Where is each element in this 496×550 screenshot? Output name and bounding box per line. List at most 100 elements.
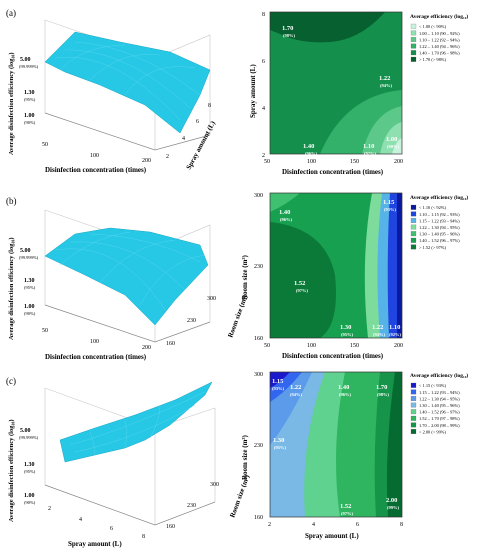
legend-title-b: Average efficiency (log₁₀)	[410, 194, 468, 201]
contour-annotation-pct-a-0: (98%)	[283, 33, 295, 38]
z-tick-note-b-0: (99.999%)	[19, 255, 39, 260]
contour-annotation-c-6: 2.00	[386, 497, 397, 504]
legend-label: 1.40 – 1.70 (96 – 98%)	[419, 51, 460, 56]
legend-label: 1.15 – 1.22 (93 – 94%)	[419, 390, 460, 395]
x-tick-b-2: 200	[142, 345, 151, 351]
legend-swatch	[410, 237, 417, 243]
contour-band-a-4	[392, 138, 402, 154]
contour-annotation-b-0: 1.40	[279, 209, 290, 216]
legend-label: 1.40 – 1.52 (96 – 97%)	[419, 410, 460, 415]
contour-band-b-3	[270, 193, 300, 212]
contour-x-tick-a-2: 150	[350, 159, 359, 165]
legend-label: 1.22 – 1.30 (94 – 95%)	[419, 396, 460, 401]
contour-y-tick-c-2: 300	[254, 372, 263, 378]
contour-annotation-pct-b-2: (97%)	[296, 288, 308, 293]
x-tick-c-3: 8	[142, 534, 145, 540]
surface-plot-b: 5.00 (99.999%) 1.30 (95%) 1.00 (90%) Ave…	[8, 209, 249, 361]
contour-x-tick-c-3: 8	[400, 522, 403, 528]
z-tick-c-1: 1.30	[24, 462, 35, 468]
legend-swatch	[410, 231, 417, 237]
contour-x-tick-c-1: 4	[312, 522, 315, 528]
box-floor-c	[44, 484, 216, 526]
legend-label: 1.30 – 1.40 (95 – 96%)	[419, 403, 460, 408]
plot-frame-c	[269, 371, 403, 518]
contour-y-label-a: Spray amount (L)	[249, 64, 257, 118]
contour-annotation-b-3: 1.30	[340, 324, 351, 331]
legend-swatch	[410, 415, 417, 421]
legend-label: 1.30 – 1.40 (95 – 96%)	[419, 232, 460, 237]
contour-y-tick-c-0: 160	[254, 515, 263, 521]
z-tick-c-2: 1.00	[24, 493, 35, 499]
x-tick-c-2: 6	[110, 526, 113, 532]
contour-annotation-pct-a-2: (96%)	[305, 151, 317, 156]
contour-annotation-pct-c-0: (93%)	[272, 386, 284, 391]
z-tick-note-b-2: (90%)	[24, 311, 36, 316]
legend-swatch	[410, 382, 417, 388]
contour-y-label-b: Room size (m³)	[241, 254, 249, 300]
x-axis-label-b: Disinfection concentration (times)	[45, 353, 147, 361]
legend-label: < 1.15 (< 93%)	[419, 383, 446, 388]
legend-swatch	[410, 50, 417, 56]
z-tick-note-a-0: (99.999%)	[19, 64, 39, 69]
z-axis-label-b: Average disinfection efficiency (log₁₀)	[8, 237, 15, 340]
contour-annotation-pct-c-6: (99%)	[387, 505, 399, 510]
contour-annotation-pct-c-4: (95%)	[274, 445, 286, 450]
legend-swatch	[410, 409, 417, 415]
legend-label: 1.22 – 1.40 (94 – 96%)	[419, 44, 460, 49]
y-tick-a-0: 2	[166, 154, 169, 160]
plot-frame-b	[269, 192, 403, 339]
z-tick-note-a-2: (90%)	[24, 120, 36, 125]
z-axis-label-a: Average disinfection efficiency (log₁₀)	[8, 52, 15, 155]
legend-swatch	[410, 429, 417, 434]
y-tick-c-1: 230	[187, 503, 196, 509]
legend-label: > 1.52 (> 97%)	[419, 245, 446, 250]
legend-b: < 1.10 (< 92%) 1.10 – 1.15 (92 – 93%)1.15…	[410, 204, 460, 250]
surface-c	[59, 381, 213, 463]
legend-swatch	[410, 244, 417, 250]
surface-b	[44, 227, 209, 326]
legend-label: 1.10 – 1.15 (92 – 93%)	[419, 212, 460, 217]
contour-x-tick-a-3: 200	[394, 159, 403, 165]
legend-a: < 1.00 (< 90%) 1.00 – 1.10 (90 – 92%)1.10…	[410, 23, 460, 62]
contour-x-tick-b-0: 50	[264, 343, 270, 349]
contour-annotation-pct-c-5: (97%)	[341, 511, 353, 516]
legend-swatch	[410, 218, 417, 223]
x-tick-a-0: 50	[42, 142, 48, 148]
contour-y-tick-a-2: 6	[262, 59, 265, 65]
legend-swatch	[410, 204, 417, 210]
y-axis-label-a: Spray amount (L)	[185, 119, 218, 171]
contour-band-b-2	[270, 222, 336, 338]
legend-title-a: Average efficiency (log₁₀)	[410, 13, 468, 20]
contour-annotation-b-1: 1.15	[383, 199, 395, 206]
contour-plot-c: 2 4 6 8 Spray amount (L) 160 230 300 Roo…	[241, 371, 468, 540]
contour-band-b-7	[397, 193, 402, 338]
contour-x-label-a: Disinfection concentration (times)	[282, 168, 384, 176]
contour-annotation-c-4: 1.30	[273, 437, 284, 444]
legend-swatch	[410, 37, 417, 42]
contour-y-tick-b-0: 160	[254, 336, 263, 342]
y-tick-a-1: 4	[182, 136, 185, 142]
contour-annotation-pct-c-2: (96%)	[339, 392, 351, 397]
contour-annotation-c-0: 1.15	[272, 378, 284, 385]
contour-annotation-pct-b-4: (94%)	[373, 332, 385, 337]
contour-annotation-pct-a-3: (92%)	[364, 151, 376, 156]
surface-plot-a: 5.00 (99.999%) 1.30 (95%) 1.00 (90%) Ave…	[8, 19, 218, 174]
contour-y-tick-a-3: 8	[262, 12, 265, 18]
x-tick-c-0: 2	[48, 506, 51, 512]
contour-y-tick-c-1: 230	[254, 443, 263, 449]
legend-label: < 1.10 (< 92%)	[419, 205, 446, 210]
contour-x-tick-b-1: 100	[307, 343, 316, 349]
z-tick-note-c-0: (99.999%)	[19, 435, 39, 440]
contour-y-tick-b-2: 300	[254, 193, 263, 199]
legend-label: 1.40 – 1.52 (96 – 97%)	[419, 238, 460, 243]
legend-title-c: Average efficiency (log₁₀)	[410, 372, 468, 379]
contour-band-c-7	[386, 372, 402, 517]
legend-label: 1.22 – 1.30 (94 – 95%)	[419, 225, 460, 230]
surface-a	[44, 31, 211, 134]
contour-x-label-c: Spray amount (L)	[305, 532, 359, 540]
contour-y-tick-a-0: 2	[262, 153, 265, 159]
contour-y-tick-b-1: 230	[254, 264, 263, 270]
z-tick-b-2: 1.00	[24, 304, 35, 310]
legend-swatch	[410, 43, 417, 49]
legend-swatch	[410, 389, 417, 395]
